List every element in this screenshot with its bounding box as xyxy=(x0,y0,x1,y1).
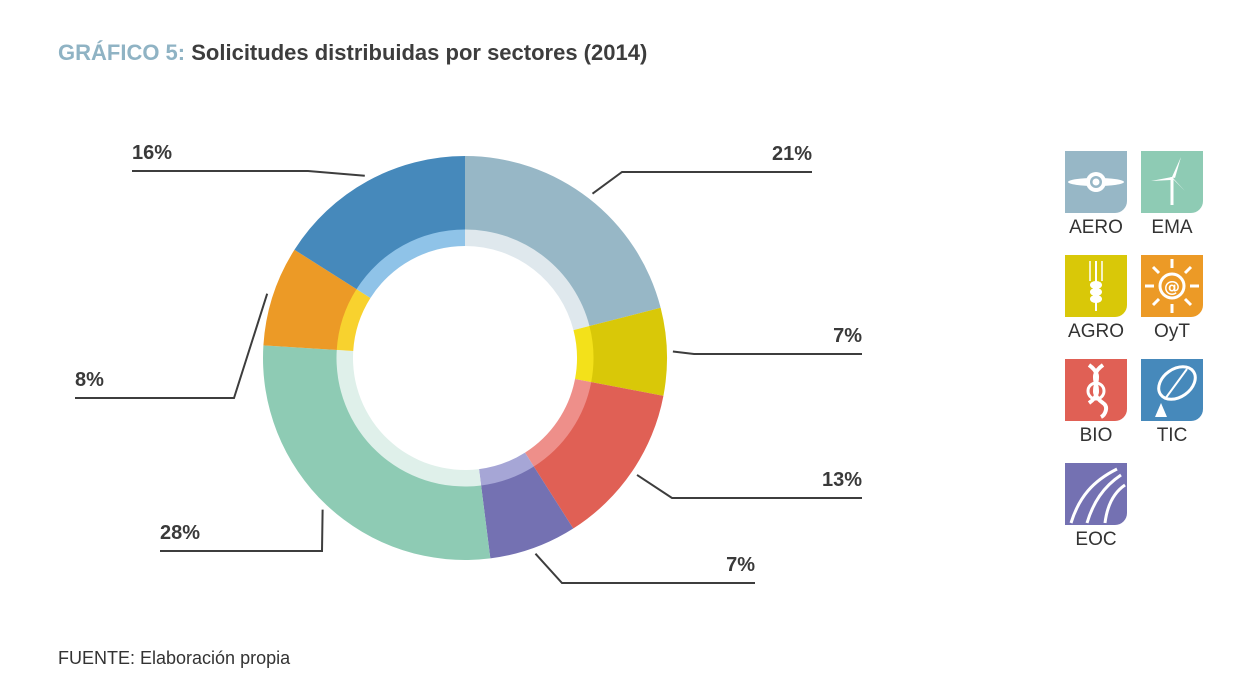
data-label-ema: 28% xyxy=(160,522,200,544)
data-label-bio: 13% xyxy=(822,469,862,491)
data-label-eoc: 7% xyxy=(726,554,755,576)
inner-ring-ema xyxy=(336,349,482,487)
wheat-icon xyxy=(1065,261,1127,321)
wind-turbine-icon xyxy=(1141,157,1203,217)
slice-eoc xyxy=(481,466,574,559)
satellite-dish-icon xyxy=(1141,365,1203,425)
legend-label-agro: AGRO xyxy=(1068,321,1124,342)
inner-ring-oyt xyxy=(336,289,371,351)
legend-label-ema: EMA xyxy=(1151,217,1193,238)
legend-tile-bio xyxy=(1065,359,1127,421)
inner-ring-tic xyxy=(356,229,465,298)
slice-aero xyxy=(465,156,661,327)
leader-line-oyt xyxy=(75,293,269,399)
legend-tile-aero xyxy=(1065,151,1127,213)
svg-text:@: @ xyxy=(1164,277,1180,296)
leader-line-eoc xyxy=(534,553,755,584)
inner-ring-agro xyxy=(573,326,594,383)
legend-tile-eoc xyxy=(1065,463,1127,525)
legend-label-oyt: OyT xyxy=(1154,321,1190,342)
slice-agro xyxy=(588,307,667,396)
donut-slices xyxy=(262,156,667,560)
dna-icon xyxy=(1065,363,1127,425)
legend-label-eoc: EOC xyxy=(1075,529,1117,550)
slice-oyt xyxy=(263,249,357,350)
inner-ring-eoc xyxy=(479,452,534,486)
donut-callouts: 21% 7% 13% 7% 28% 8% 16% xyxy=(75,142,862,584)
sun-at-icon: @ xyxy=(1141,259,1203,321)
leader-line-tic xyxy=(132,170,365,177)
chart-title-prefix: GRÁFICO 5: xyxy=(58,40,186,65)
inner-ring-aero xyxy=(465,229,590,331)
leader-line-aero xyxy=(591,171,812,195)
legend-label-aero: AERO xyxy=(1069,217,1123,238)
legend-label-tic: TIC xyxy=(1156,425,1188,446)
chart-title: GRÁFICO 5: Solicitudes distribuidas por … xyxy=(58,40,647,66)
slice-bio xyxy=(533,381,664,529)
data-label-tic: 16% xyxy=(132,142,172,164)
leader-line-ema xyxy=(160,509,324,552)
legend-tile-ema xyxy=(1141,151,1203,213)
road-icon xyxy=(1065,467,1127,529)
slice-ema xyxy=(262,345,491,560)
propeller-icon xyxy=(1065,172,1127,217)
data-label-oyt: 8% xyxy=(75,369,104,391)
legend-tile-agro xyxy=(1065,255,1127,317)
leader-line-agro xyxy=(672,350,862,355)
data-label-aero: 21% xyxy=(772,143,812,165)
leader-line-bio xyxy=(636,474,862,499)
legend-tile-tic xyxy=(1141,359,1203,421)
source-note: FUENTE: Elaboración propia xyxy=(58,648,291,668)
legend-tile-oyt: @ xyxy=(1141,255,1203,317)
legend-label-bio: BIO xyxy=(1079,425,1113,446)
data-label-agro: 7% xyxy=(833,325,862,347)
slice-tic xyxy=(294,156,465,290)
chart-title-main: Solicitudes distribuidas por sectores (2… xyxy=(191,40,648,65)
inner-ring-bio xyxy=(525,378,592,467)
